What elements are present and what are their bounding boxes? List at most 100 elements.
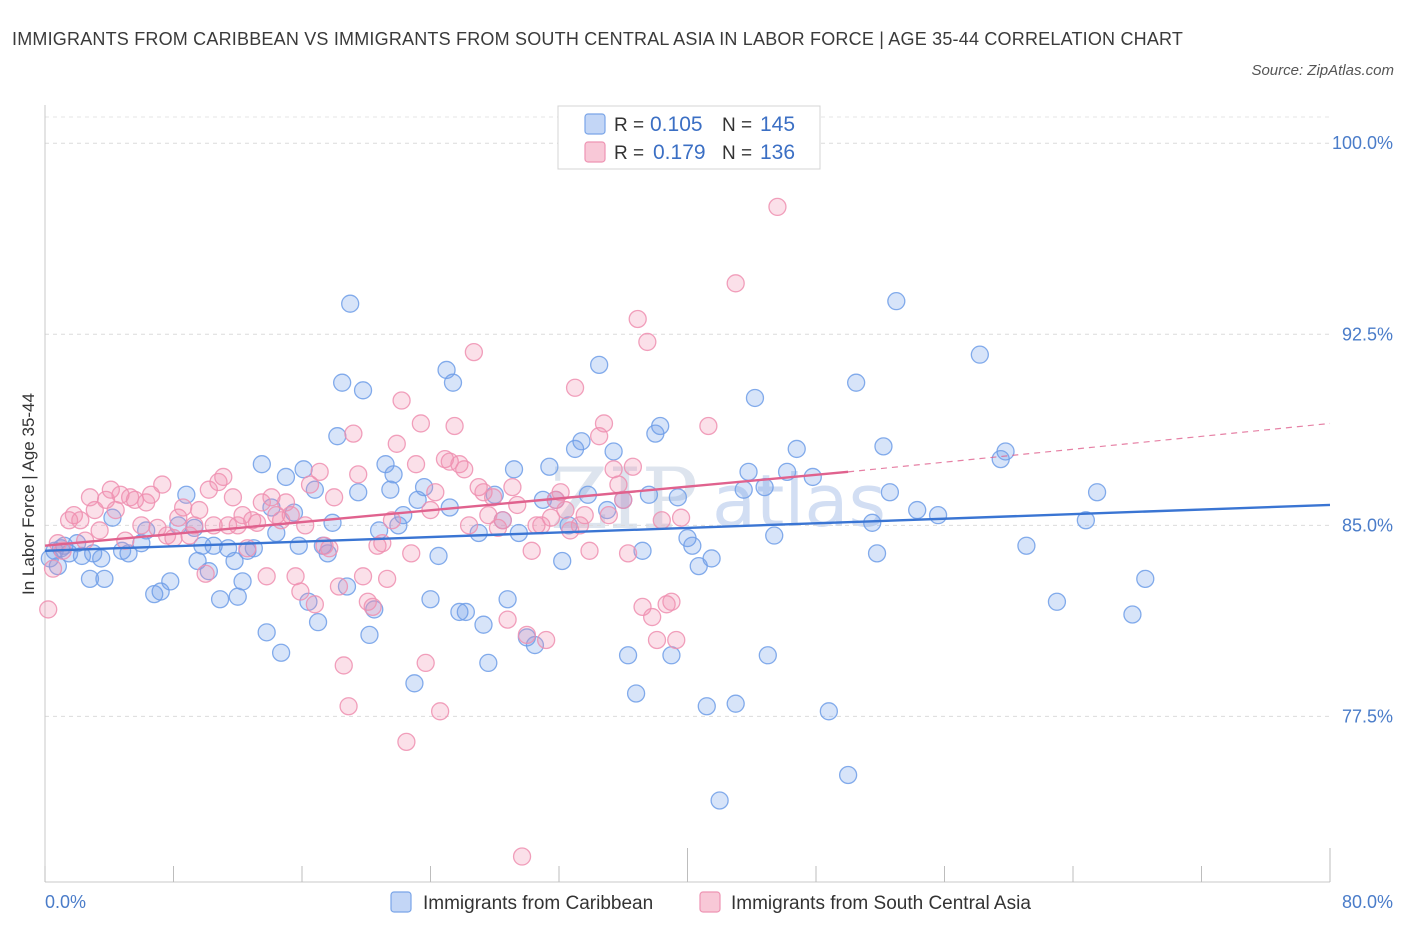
scatter-point <box>320 539 339 558</box>
scatter-point <box>1136 569 1155 588</box>
scatter-point <box>697 697 716 716</box>
scatter-point <box>768 197 787 217</box>
scatter-point <box>85 500 104 520</box>
scatter-point <box>341 294 360 313</box>
scatter-point <box>334 656 353 675</box>
scatter-point <box>745 388 765 408</box>
scatter-point <box>173 498 193 517</box>
scatter-point <box>377 569 397 588</box>
watermark-atlas: atlas <box>712 459 886 543</box>
trend-line-sca <box>44 470 849 547</box>
scatter-point <box>575 506 594 525</box>
scatter-point <box>247 513 267 532</box>
scatter-point <box>710 791 729 810</box>
scatter-point <box>243 511 262 530</box>
scatter-point <box>196 564 215 583</box>
scatter-point <box>405 674 424 693</box>
scatter-point <box>618 646 638 665</box>
scatter-point <box>1123 605 1142 624</box>
scatter-point <box>225 551 244 571</box>
scatter-point <box>397 732 416 752</box>
scatter-point <box>153 475 172 494</box>
scatter-point <box>421 590 440 609</box>
gridlines <box>45 116 1330 717</box>
y-tick-label: 92.5% <box>1342 324 1393 344</box>
scatter-point <box>880 483 900 502</box>
scatter-point <box>493 511 512 530</box>
scatter-point <box>252 493 271 512</box>
scatter-point <box>541 508 561 527</box>
scatter-point <box>590 355 609 374</box>
scatter-point <box>508 495 527 515</box>
scatter-point <box>300 475 320 494</box>
scatter-point <box>328 427 347 446</box>
scatter-point <box>411 414 431 433</box>
scatter-point <box>483 488 503 507</box>
scatter-point <box>819 702 838 721</box>
scatter-point <box>553 551 572 571</box>
scatter-point <box>867 544 887 563</box>
scatter-point <box>928 506 948 525</box>
scatter-point <box>970 345 989 364</box>
scatter-point <box>726 274 745 293</box>
scatter-point <box>199 480 218 499</box>
scatter-point <box>1087 483 1107 502</box>
scatter-point <box>92 549 111 568</box>
scatter-point <box>787 439 806 459</box>
legend-n-value-caribbean: 145 <box>760 113 795 136</box>
scatter-point <box>683 536 702 555</box>
scatter-point <box>459 516 479 535</box>
scatter-point <box>161 572 180 591</box>
scatter-point <box>996 442 1015 461</box>
trend-line-caribbean <box>44 503 1331 553</box>
scatter-point <box>276 467 296 487</box>
scatter-point <box>456 602 475 622</box>
scatter-point <box>803 467 822 487</box>
scatter-point <box>498 590 517 609</box>
scatter-point <box>228 516 247 535</box>
series-caribbean-points <box>40 292 1155 810</box>
scatter-point <box>479 506 498 525</box>
bottom-legend-swatch-caribbean <box>390 891 412 913</box>
scatter-point <box>349 483 368 502</box>
scatter-point <box>101 480 121 499</box>
scatter-point <box>702 549 721 568</box>
scatter-point <box>667 630 686 650</box>
scatter-point <box>233 572 252 591</box>
scatter-point <box>651 416 670 436</box>
scatter-point <box>609 475 628 494</box>
scatter-point <box>289 536 308 555</box>
scatter-point <box>594 414 614 433</box>
scatter-point <box>39 600 58 619</box>
scatter-point <box>662 592 681 611</box>
scatter-point <box>382 511 402 530</box>
scatter-point <box>402 544 421 563</box>
scatter-point <box>90 521 109 540</box>
scatter-point <box>72 546 92 566</box>
scatter-point <box>455 460 474 479</box>
bottom-legend: Immigrants from Caribbean Immigrants fro… <box>390 891 1031 914</box>
trend-lines <box>44 422 1331 553</box>
scatter-point <box>474 615 493 634</box>
scatter-point <box>214 467 233 487</box>
scatter-point <box>734 480 753 499</box>
trend-line-sca-extension <box>848 422 1331 473</box>
legend-swatch-caribbean <box>584 113 606 135</box>
scatter-point <box>257 623 276 642</box>
scatter-point <box>339 697 358 716</box>
legend-r-value-sca: 0.179 <box>653 141 706 164</box>
scatter-point <box>291 582 310 601</box>
scatter-point <box>394 506 413 525</box>
legend-r-value-caribbean: 0.105 <box>650 113 703 136</box>
legend-box: R = 0.105 N = 145 R = 0.179 N = 136 <box>557 105 821 170</box>
scatter-point <box>106 500 125 520</box>
scatter-point <box>308 613 328 632</box>
scatter-point <box>95 569 114 588</box>
scatter-point <box>668 488 688 507</box>
scatter-point <box>623 457 643 476</box>
scatter-point <box>169 508 188 527</box>
scatter-point <box>387 434 406 453</box>
chart-title: IMMIGRANTS FROM CARIBBEAN VS IMMIGRANTS … <box>12 29 1184 49</box>
scatter-point <box>628 309 647 329</box>
scatter-point <box>887 292 906 311</box>
